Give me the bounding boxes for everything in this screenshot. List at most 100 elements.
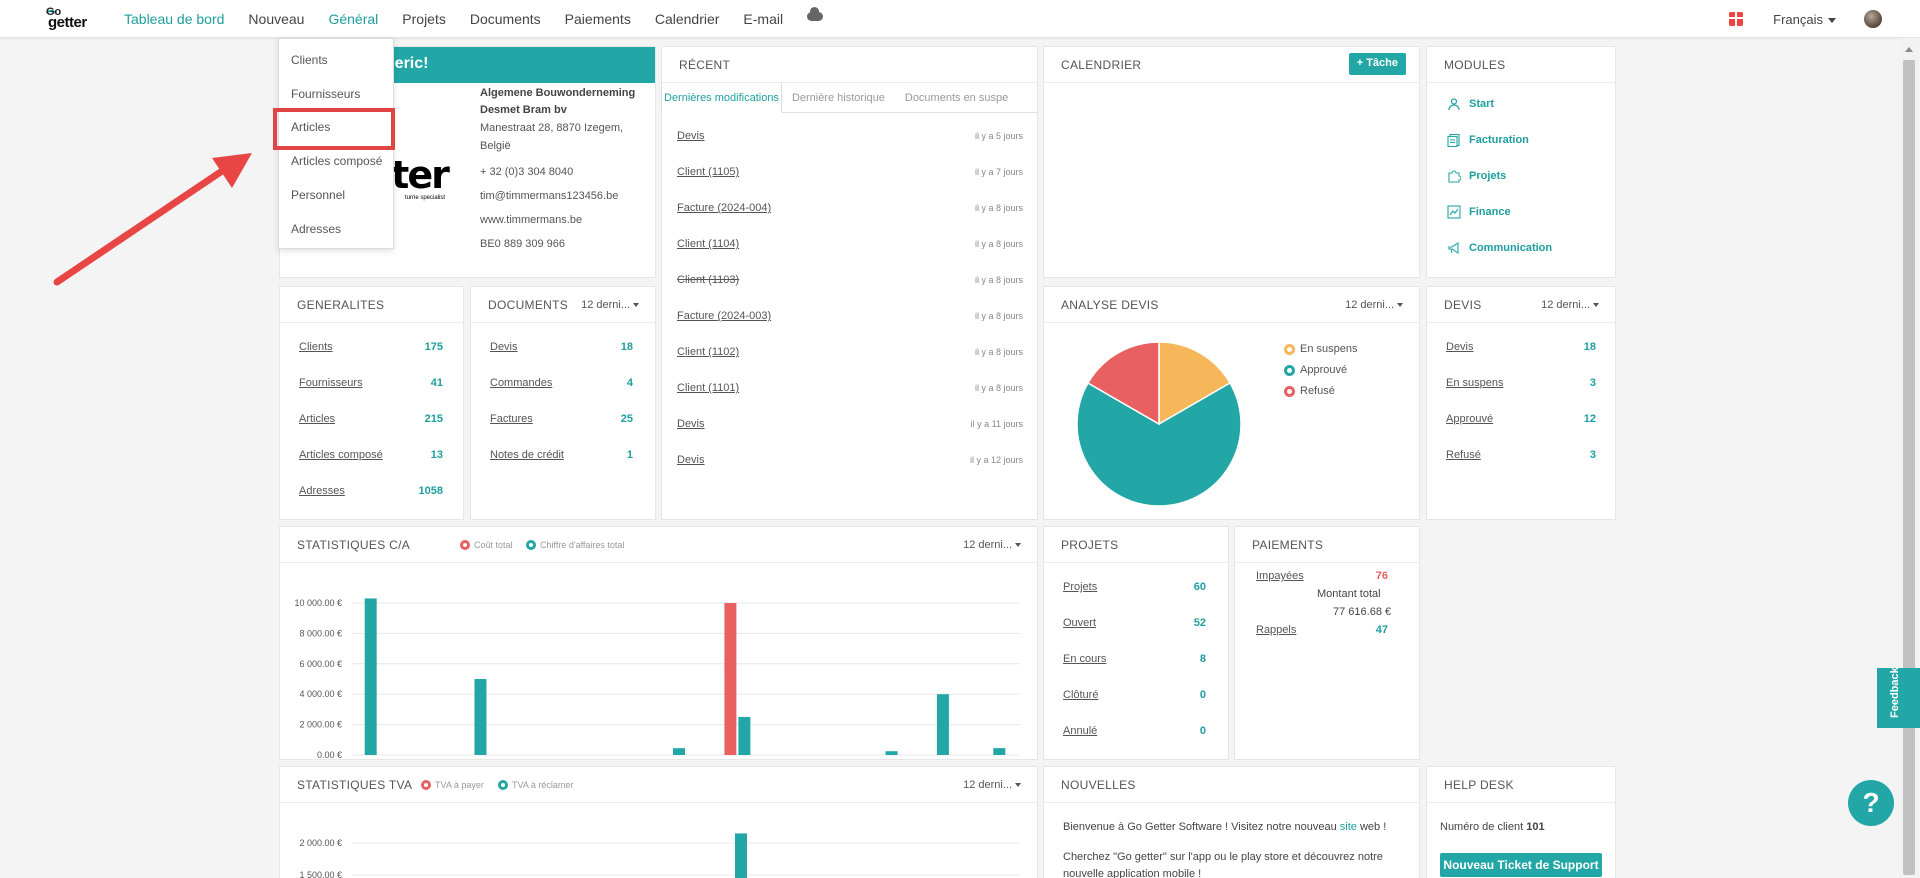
tab-dernieres-modifications[interactable]: Dernières modifications bbox=[661, 83, 782, 113]
module-projets[interactable]: Projets bbox=[1447, 167, 1506, 185]
recent-row-label[interactable]: Client (1103) bbox=[677, 274, 740, 286]
gift-icon[interactable] bbox=[1729, 12, 1744, 26]
devis-row[interactable]: En suspens 3 bbox=[1446, 377, 1596, 393]
legend-en-suspens[interactable]: En suspens bbox=[1284, 343, 1357, 355]
documents-row[interactable]: Devis 18 bbox=[490, 341, 633, 357]
bar-ca[interactable] bbox=[738, 717, 751, 755]
nav-paiements[interactable]: Paiements bbox=[564, 11, 631, 27]
recent-row[interactable]: Client (1104) il y a 8 jours bbox=[677, 238, 1023, 254]
dropdown-item-personnel[interactable]: Personnel bbox=[291, 188, 346, 202]
dropdown-item-adresses[interactable]: Adresses bbox=[291, 222, 342, 236]
recent-row-label[interactable]: Client (1102) bbox=[677, 346, 740, 358]
recent-row[interactable]: Facture (2024-003) il y a 8 jours bbox=[677, 310, 1023, 326]
legend-approuve[interactable]: Approuvé bbox=[1284, 364, 1347, 376]
documents-period-select[interactable]: 12 derni... bbox=[581, 299, 639, 311]
nav-nouveau[interactable]: Nouveau bbox=[248, 11, 305, 27]
recent-row[interactable]: Client (1101) il y a 8 jours bbox=[677, 382, 1023, 398]
avatar[interactable] bbox=[1864, 10, 1882, 28]
module-facturation[interactable]: Facturation bbox=[1447, 131, 1529, 149]
projets-row[interactable]: Projets 60 bbox=[1063, 581, 1206, 597]
nav-dashboard[interactable]: Tableau de bord bbox=[124, 11, 225, 27]
legend-tva-payer[interactable]: TVA à payer bbox=[421, 780, 484, 790]
recent-row[interactable]: Devis il y a 12 jours bbox=[677, 454, 1023, 470]
documents-row[interactable]: Notes de crédit 1 bbox=[490, 449, 633, 465]
tab-derniere-historique[interactable]: Dernière historique bbox=[791, 92, 885, 104]
bar-ca[interactable] bbox=[364, 598, 377, 755]
recent-row-label[interactable]: Client (1104) bbox=[677, 238, 740, 250]
recent-row-label[interactable]: Facture (2024-004) bbox=[677, 202, 772, 214]
pie-slice-0[interactable] bbox=[1158, 341, 1232, 426]
bar-ca[interactable] bbox=[936, 694, 949, 755]
recent-row-label[interactable]: Devis bbox=[677, 130, 705, 142]
bar-tva-reclamer[interactable] bbox=[735, 833, 747, 878]
projets-row[interactable]: En cours 8 bbox=[1063, 653, 1206, 669]
dropdown-item-articles-compose[interactable]: Articles composé bbox=[291, 154, 383, 168]
module-finance[interactable]: Finance bbox=[1447, 203, 1511, 221]
paiements-rappels-row[interactable]: Rappels 47 bbox=[1256, 624, 1388, 640]
recent-row-label[interactable]: Client (1105) bbox=[677, 166, 740, 178]
dropdown-item-fournisseurs[interactable]: Fournisseurs bbox=[291, 87, 361, 101]
bar-ca[interactable] bbox=[885, 751, 898, 755]
projets-row[interactable]: Annulé 0 bbox=[1063, 725, 1206, 741]
analyse-period-select[interactable]: 12 derni... bbox=[1345, 299, 1403, 311]
recent-row[interactable]: Client (1105) il y a 7 jours bbox=[677, 166, 1023, 182]
module-communication[interactable]: Communication bbox=[1447, 239, 1552, 257]
devis-row[interactable]: Devis 18 bbox=[1446, 341, 1596, 357]
gogetter-logo[interactable]: Go getter bbox=[42, 6, 102, 32]
devis-row[interactable]: Approuvé 12 bbox=[1446, 413, 1596, 429]
dropdown-item-articles[interactable]: Articles bbox=[291, 120, 331, 134]
devis-row[interactable]: Refusé 3 bbox=[1446, 449, 1596, 465]
recent-row-label[interactable]: Devis bbox=[677, 454, 705, 466]
language-selector[interactable]: Français bbox=[1773, 12, 1836, 27]
new-support-ticket-button[interactable]: Nouveau Ticket de Support bbox=[1440, 853, 1602, 877]
recent-row[interactable]: Devis il y a 11 jours bbox=[677, 418, 1023, 434]
news-site-link[interactable]: site bbox=[1339, 821, 1357, 833]
bar-cout[interactable] bbox=[724, 603, 737, 755]
generalites-row[interactable]: Adresses 1058 bbox=[299, 485, 443, 501]
paiements-impayees-row[interactable]: Impayées 76 bbox=[1256, 570, 1388, 586]
generalites-row[interactable]: Fournisseurs 41 bbox=[299, 377, 443, 393]
recent-row-label[interactable]: Facture (2024-003) bbox=[677, 310, 772, 322]
documents-row[interactable]: Factures 25 bbox=[490, 413, 633, 429]
generalites-row[interactable]: Clients 175 bbox=[299, 341, 443, 357]
recent-row[interactable]: Client (1103) il y a 8 jours bbox=[677, 274, 1023, 290]
stats-ca-period-select[interactable]: 12 derni... bbox=[963, 539, 1021, 551]
nav-email[interactable]: E-mail bbox=[743, 11, 784, 27]
bar-ca[interactable] bbox=[673, 748, 685, 755]
legend-tva-reclamer[interactable]: TVA à réclamer bbox=[498, 780, 573, 790]
help-button[interactable]: ? bbox=[1848, 780, 1894, 826]
page-scrollbar[interactable] bbox=[1899, 38, 1919, 878]
bar-ca[interactable] bbox=[474, 679, 487, 755]
scrollbar-thumb[interactable] bbox=[1903, 60, 1915, 875]
recent-row[interactable]: Devis il y a 5 jours bbox=[677, 130, 1023, 146]
pie-slice-2[interactable] bbox=[1086, 341, 1160, 426]
bar-ca[interactable] bbox=[993, 748, 1006, 755]
nav-calendrier[interactable]: Calendrier bbox=[654, 11, 720, 27]
dropdown-item-clients[interactable]: Clients bbox=[291, 53, 328, 67]
nav-general[interactable]: Général bbox=[328, 11, 379, 27]
feedback-tab[interactable]: Feedback bbox=[1877, 667, 1920, 728]
projets-row[interactable]: Clôturé 0 bbox=[1063, 689, 1206, 705]
recent-row[interactable]: Facture (2024-004) il y a 8 jours bbox=[677, 202, 1023, 218]
add-task-button[interactable]: + Tâche bbox=[1348, 53, 1406, 75]
projets-row[interactable]: Ouvert 52 bbox=[1063, 617, 1206, 633]
nav-documents[interactable]: Documents bbox=[469, 11, 541, 27]
legend-refuse[interactable]: Refusé bbox=[1284, 385, 1335, 397]
devis-period-select[interactable]: 12 derni... bbox=[1541, 299, 1599, 311]
recent-row-label[interactable]: Client (1101) bbox=[677, 382, 740, 394]
recent-row-label[interactable]: Devis bbox=[677, 418, 705, 430]
generalites-row[interactable]: Articles composé 13 bbox=[299, 449, 443, 465]
nav-projets[interactable]: Projets bbox=[402, 11, 446, 27]
pie-slice-1[interactable] bbox=[1076, 381, 1242, 507]
documents-row[interactable]: Commandes 4 bbox=[490, 377, 633, 393]
tab-documents-en-suspens[interactable]: Documents en suspe bbox=[904, 92, 1009, 104]
cloud-icon[interactable] bbox=[807, 6, 824, 21]
legend-chiffre-affaires[interactable]: Chiffre d'affaires total bbox=[526, 540, 624, 550]
scroll-up-icon[interactable] bbox=[1905, 47, 1913, 52]
stats-tva-period-select[interactable]: 12 derni... bbox=[963, 779, 1021, 791]
generalites-row[interactable]: Articles 215 bbox=[299, 413, 443, 429]
recent-row[interactable]: Client (1102) il y a 8 jours bbox=[677, 346, 1023, 362]
legend-cout-total[interactable]: Coût total bbox=[460, 540, 513, 550]
news-line-1: Bienvenue à Go Getter Software ! Visitez… bbox=[1063, 819, 1423, 836]
module-start[interactable]: Start bbox=[1447, 95, 1494, 113]
